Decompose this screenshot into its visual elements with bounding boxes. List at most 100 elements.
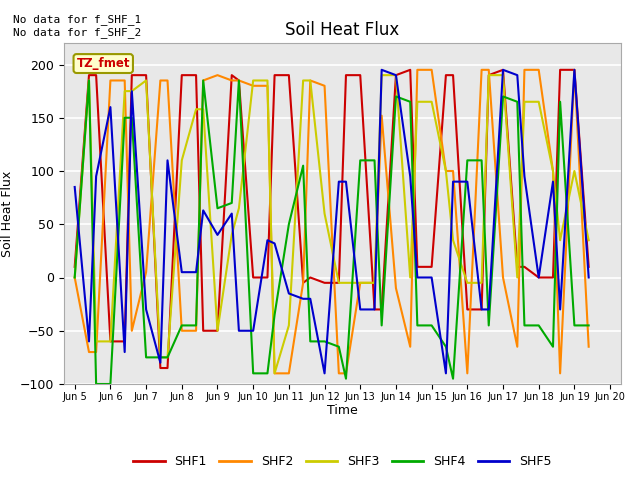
SHF4 <box>235 78 243 84</box>
SHF3 <box>92 338 100 344</box>
SHF2 <box>477 67 485 72</box>
SHF2 <box>342 371 350 376</box>
SHF2 <box>121 78 129 84</box>
SHF3 <box>85 78 93 84</box>
SHF4 <box>157 355 164 360</box>
SHF2 <box>307 78 314 84</box>
SHF3 <box>250 78 257 84</box>
SHF1 <box>250 275 257 280</box>
SHF2 <box>85 349 93 355</box>
SHF3 <box>228 232 236 238</box>
SHF3 <box>556 237 564 243</box>
Line: SHF2: SHF2 <box>75 70 589 373</box>
SHF3 <box>549 168 557 174</box>
SHF3 <box>485 72 493 78</box>
SHF2 <box>235 78 243 84</box>
SHF5 <box>392 72 400 78</box>
SHF1 <box>406 67 414 72</box>
SHF3 <box>128 88 136 94</box>
SHF4 <box>356 157 364 163</box>
SHF3 <box>442 168 450 174</box>
SHF2 <box>442 168 450 174</box>
SHF1 <box>285 72 292 78</box>
Legend: SHF1, SHF2, SHF3, SHF4, SHF5: SHF1, SHF2, SHF3, SHF4, SHF5 <box>128 450 557 473</box>
SHF3 <box>121 88 129 94</box>
SHF2 <box>463 371 471 376</box>
SHF1 <box>449 72 457 78</box>
SHF2 <box>264 83 271 89</box>
SHF4 <box>335 344 342 349</box>
Line: SHF5: SHF5 <box>75 70 589 373</box>
SHF1 <box>392 72 400 78</box>
SHF1 <box>264 275 271 280</box>
SHF4 <box>214 205 221 211</box>
X-axis label: Time: Time <box>327 405 358 418</box>
SHF2 <box>106 78 115 84</box>
SHF3 <box>342 280 350 286</box>
SHF3 <box>499 72 507 78</box>
SHF5 <box>92 173 100 179</box>
SHF3 <box>513 275 521 280</box>
SHF3 <box>300 78 307 84</box>
SHF2 <box>178 328 186 334</box>
SHF4 <box>535 323 543 328</box>
SHF2 <box>157 78 164 84</box>
SHF5 <box>585 275 593 280</box>
SHF4 <box>392 94 400 99</box>
SHF4 <box>371 157 378 163</box>
SHF3 <box>271 371 278 376</box>
SHF3 <box>321 211 328 216</box>
SHF4 <box>121 115 129 120</box>
SHF4 <box>321 338 328 344</box>
SHF4 <box>250 371 257 376</box>
SHF5 <box>485 307 493 312</box>
Text: No data for f_SHF_1
No data for f_SHF_2: No data for f_SHF_1 No data for f_SHF_2 <box>13 14 141 38</box>
SHF1 <box>199 328 207 334</box>
SHF4 <box>442 344 450 349</box>
SHF2 <box>378 113 385 119</box>
SHF5 <box>335 179 342 184</box>
SHF5 <box>271 240 278 246</box>
SHF1 <box>92 72 100 78</box>
SHF3 <box>378 72 385 78</box>
SHF3 <box>164 355 172 360</box>
SHF2 <box>335 371 342 376</box>
SHF2 <box>164 78 172 84</box>
SHF5 <box>71 184 79 190</box>
SHF4 <box>192 323 200 328</box>
SHF4 <box>571 323 579 328</box>
SHF1 <box>214 328 221 334</box>
SHF2 <box>520 67 528 72</box>
SHF5 <box>106 104 115 110</box>
SHF3 <box>392 72 400 78</box>
SHF4 <box>106 381 115 387</box>
SHF1 <box>321 280 328 286</box>
SHF3 <box>71 275 79 280</box>
SHF5 <box>549 179 557 184</box>
SHF5 <box>371 307 378 312</box>
SHF4 <box>142 355 150 360</box>
SHF1 <box>157 365 164 371</box>
SHF3 <box>406 275 414 280</box>
SHF2 <box>449 168 457 174</box>
SHF4 <box>264 371 271 376</box>
Line: SHF3: SHF3 <box>75 75 589 373</box>
SHF5 <box>142 307 150 312</box>
SHF2 <box>321 83 328 89</box>
SHF2 <box>271 371 278 376</box>
SHF4 <box>199 78 207 84</box>
SHF4 <box>285 221 292 227</box>
SHF2 <box>71 275 79 280</box>
SHF4 <box>71 275 79 280</box>
SHF3 <box>157 355 164 360</box>
SHF1 <box>520 264 528 270</box>
SHF3 <box>235 205 243 211</box>
SHF4 <box>428 323 435 328</box>
SHF3 <box>199 107 207 112</box>
SHF5 <box>428 275 435 280</box>
SHF3 <box>178 157 186 163</box>
SHF1 <box>164 365 172 371</box>
SHF3 <box>192 107 200 112</box>
SHF5 <box>477 307 485 312</box>
SHF1 <box>228 72 236 78</box>
